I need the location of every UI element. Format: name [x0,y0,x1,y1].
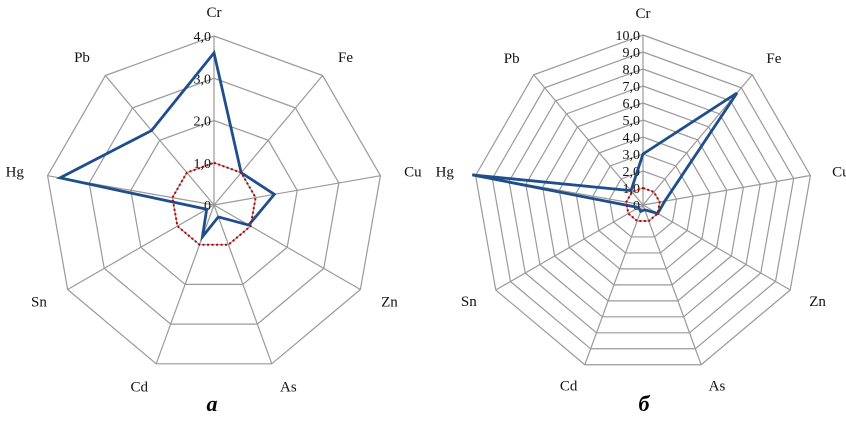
radar-chart-a: 0 1,0 2,0 3,0 4,0 Cr Fe Cu Zn As Cd Sn Hg Pb а [6,5,422,416]
spoke-fe [213,75,324,206]
tick-label: 3,0 [194,72,212,87]
tick-label: 6,0 [623,97,641,112]
radar-ticks-a: 0 1,0 2,0 3,0 4,0 [194,30,212,214]
grid-ring-6 [541,102,745,302]
category-label-hg: Hg [6,164,25,180]
grid-ring-4 [575,136,711,270]
category-label-zn: Zn [809,294,826,310]
radar-spokes-b [475,35,811,365]
tick-label: 4,0 [623,131,641,146]
category-label-fe: Fe [766,51,781,67]
spoke-cd [584,204,644,365]
spoke-cu [213,175,381,206]
radar-chart-b: 01,02,03,04,05,06,07,08,09,010,0 CrFeCuZ… [436,6,846,416]
radar-series-a [55,49,277,246]
radar-grid-b [474,34,812,366]
category-label-pb: Pb [74,50,90,66]
category-label-cr: Cr [636,6,651,22]
radar-category-labels-a: Cr Fe Cu Zn As Cd Sn Hg Pb [6,5,422,395]
grid-ring-4 [46,35,382,365]
spoke-as [642,204,702,365]
grid-ring-5 [558,119,728,286]
tick-label: 1,0 [194,157,212,172]
category-label-sn: Sn [461,294,477,310]
grid-ring-9 [491,51,795,350]
radar-series-b [471,91,739,222]
category-label-fe: Fe [338,50,353,66]
tick-label: 3,0 [623,148,641,163]
radar-spokes-a [47,36,381,365]
category-label-zn: Zn [381,295,398,311]
tick-label: 7,0 [623,80,641,95]
category-label-cu: Cu [404,164,422,180]
spoke-sn [67,204,215,291]
grid-ring-7 [525,85,761,318]
tick-label: 8,0 [623,63,641,78]
tick-label: 4,0 [194,30,212,45]
grid-ring-3 [88,77,340,325]
category-label-pb: Pb [504,51,520,67]
spoke-sn [495,204,644,291]
tick-label: 2,0 [194,115,212,130]
grid-ring-2 [130,119,298,286]
panel-label-a: а [207,391,218,416]
threshold-series-line [625,186,661,222]
category-label-as: As [709,378,726,394]
radar-ticks-b: 01,02,03,04,05,06,07,08,09,010,0 [616,29,641,214]
tick-label: 9,0 [623,46,641,61]
data-series-line [55,49,277,242]
category-label-cd: Cd [560,378,578,394]
category-label-cu: Cu [832,165,846,181]
tick-label: 0 [204,199,211,214]
category-label-cr: Cr [207,5,222,21]
panel-label-b: б [639,391,651,416]
radar-category-labels-b: Cr Fe Cu Zn As Cd Sn Hg Pb [436,6,846,394]
category-label-sn: Sn [31,295,47,311]
category-label-as: As [280,379,297,395]
threshold-series-line [171,161,257,246]
category-label-cd: Cd [130,379,148,395]
grid-ring-10 [474,34,812,366]
spoke-pb [104,75,215,206]
tick-label: 10,0 [616,29,641,44]
spoke-as [213,204,273,365]
category-label-hg: Hg [436,165,455,181]
grid-ring-3 [592,153,694,254]
spoke-cu [642,174,811,206]
data-series-line [471,91,739,216]
spoke-pb [533,74,644,206]
spoke-zn [642,204,791,291]
spoke-zn [213,204,361,291]
tick-label: 5,0 [623,114,641,129]
grid-ring-8 [508,68,778,334]
